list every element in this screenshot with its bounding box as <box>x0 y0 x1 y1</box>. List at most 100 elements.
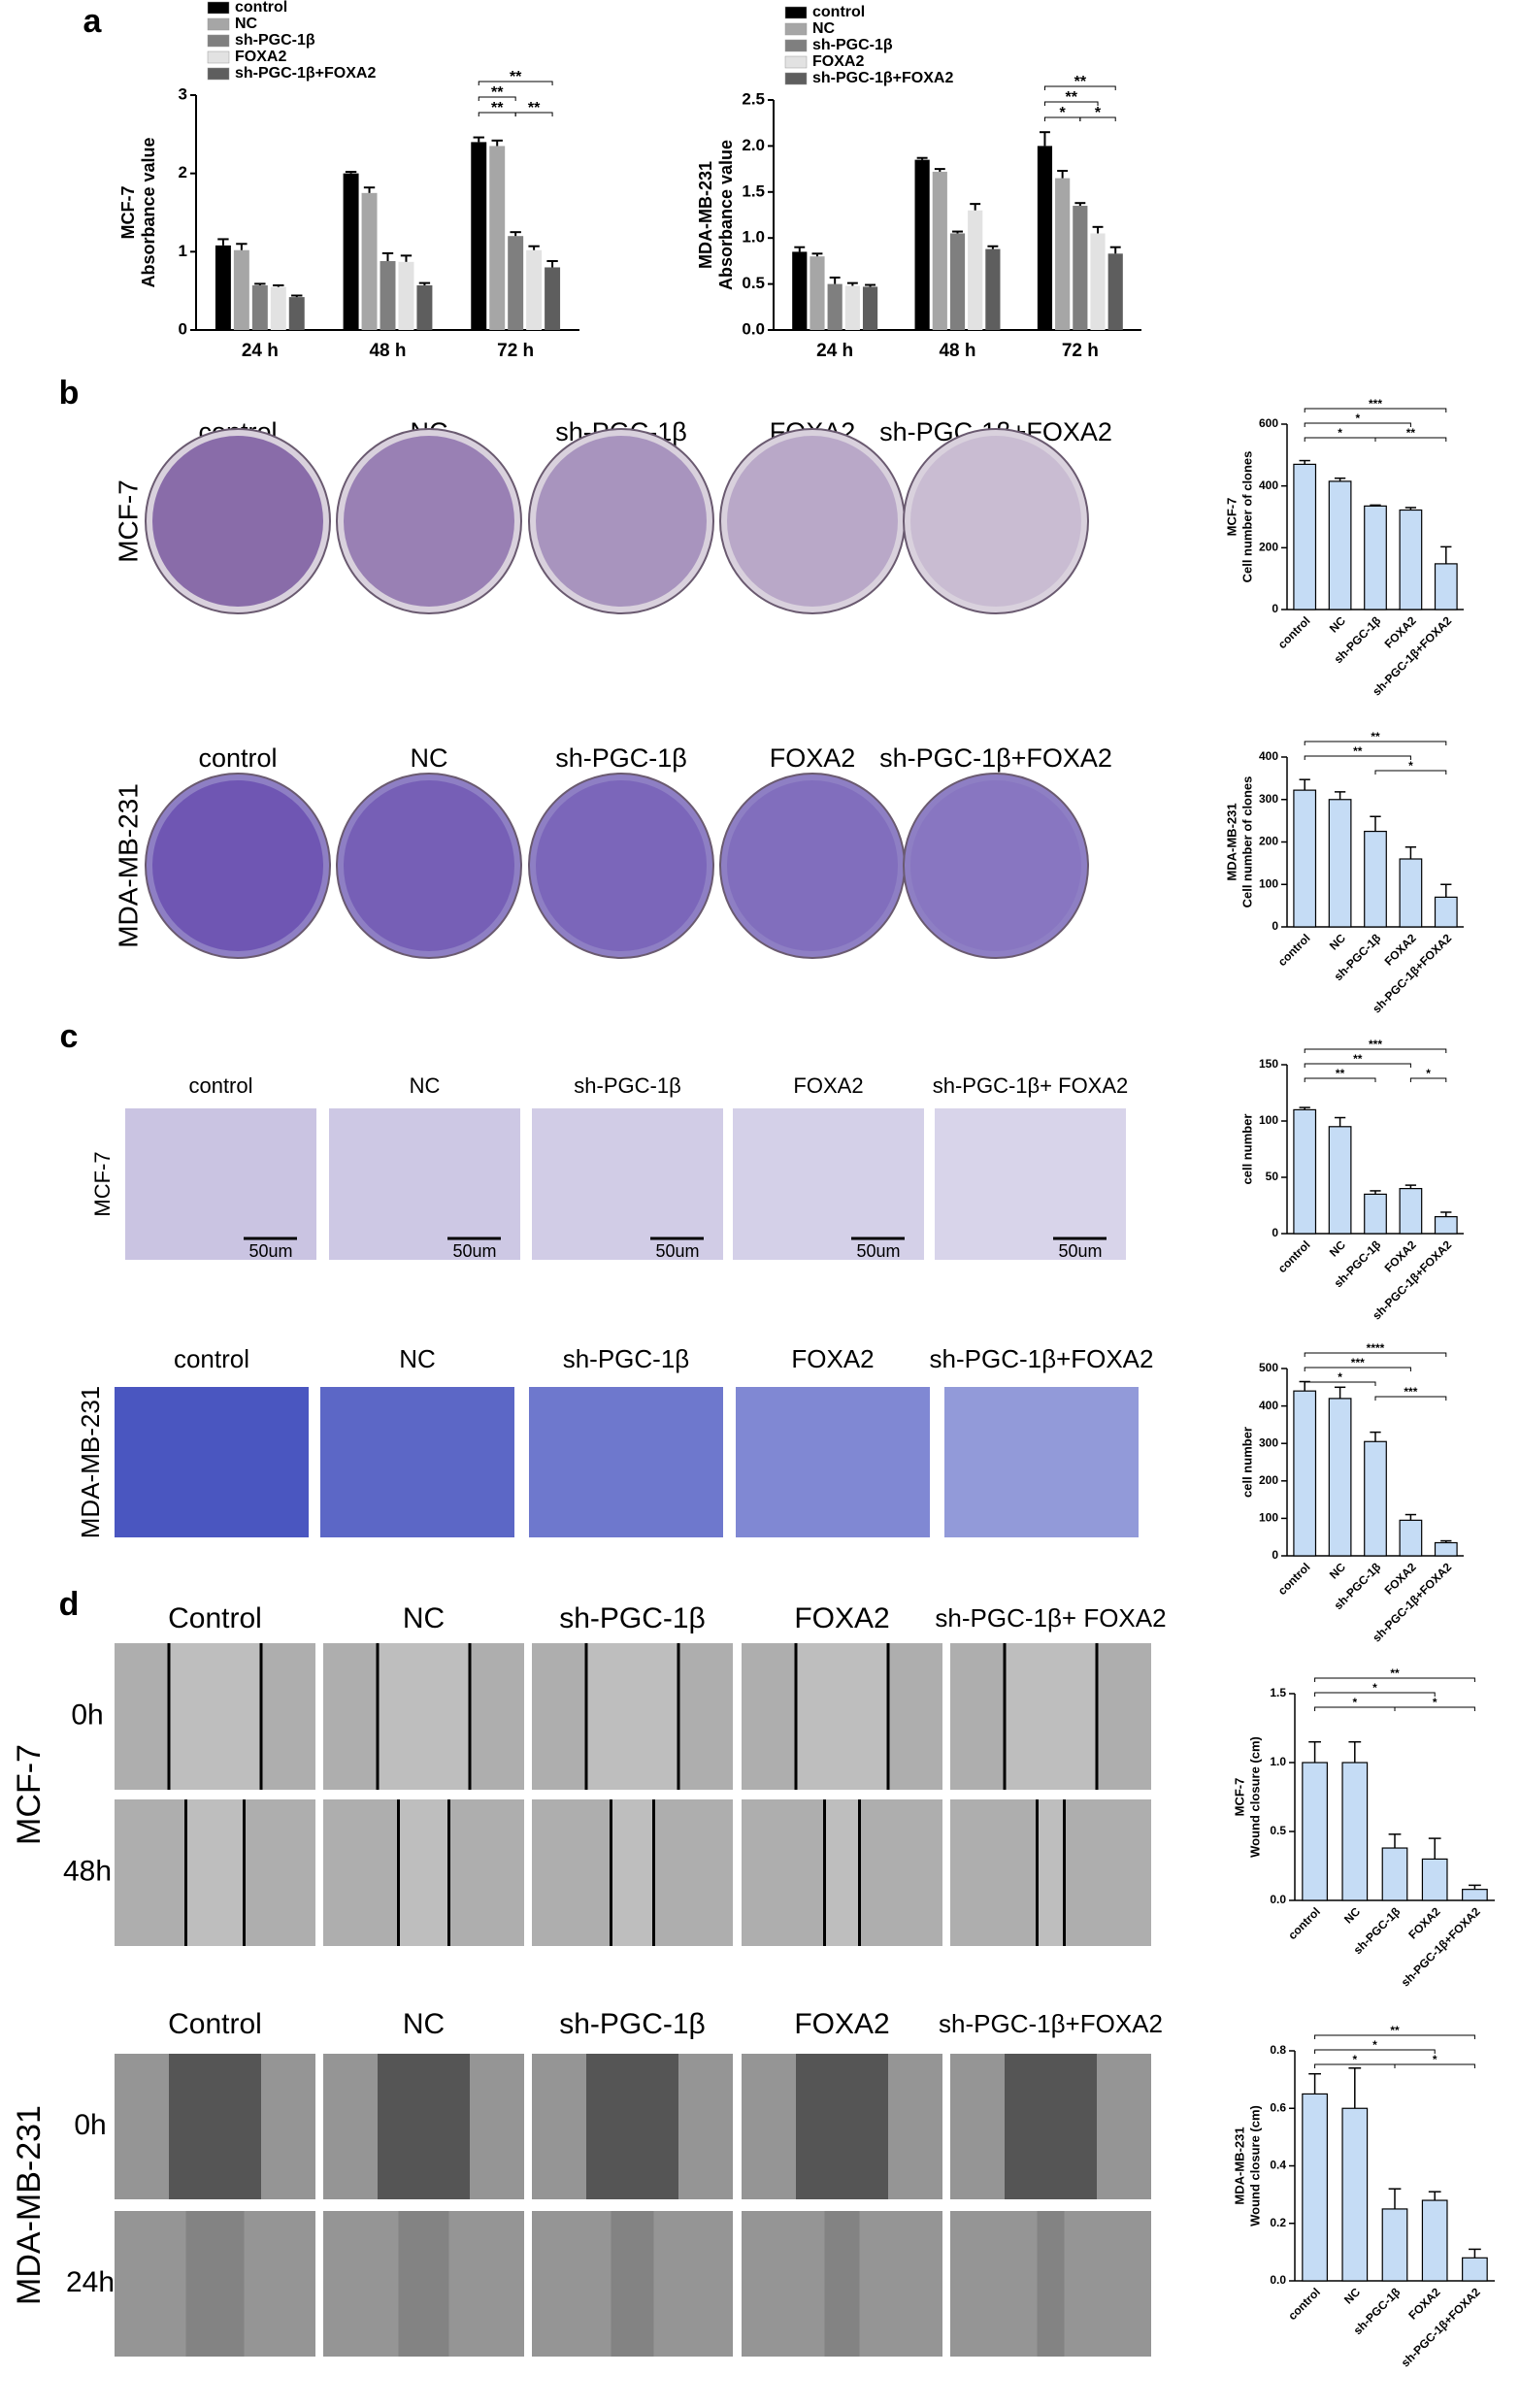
bar <box>526 249 543 330</box>
column-label: sh-PGC-1β <box>555 743 687 773</box>
plate-stain <box>727 436 898 607</box>
y-tick-label: 1.0 <box>742 228 765 247</box>
bar <box>1328 799 1352 928</box>
panel-label: d <box>59 1586 80 1623</box>
row-label: MCF-7 <box>90 1151 115 1216</box>
significance-bracket <box>1304 1063 1411 1068</box>
y-tick-label: 0 <box>1272 919 1278 933</box>
x-tick-label: control <box>1275 1560 1313 1598</box>
y-tick-label: 0 <box>179 319 187 338</box>
wound-gap <box>611 2211 654 2357</box>
column-label: NC <box>411 743 448 773</box>
y-tick-label: 1 <box>179 242 187 260</box>
bar <box>1434 563 1458 610</box>
legend-swatch <box>207 17 230 31</box>
panel-label: c <box>60 1018 79 1055</box>
panel-label: b <box>59 375 80 412</box>
plate-stain <box>727 780 898 951</box>
bar <box>1341 2107 1369 2282</box>
column-label: NC <box>410 1073 441 1098</box>
significance-label: * <box>1372 1681 1377 1695</box>
wound-gap <box>378 1643 470 1790</box>
wound-gap <box>169 1643 261 1790</box>
bar <box>1293 789 1317 928</box>
significance-label: ** <box>1353 1052 1363 1066</box>
x-tick-label: 24 h <box>816 341 853 361</box>
legend-label: NC <box>812 20 836 37</box>
significance-label: ** <box>1371 730 1380 743</box>
significance-label: * <box>1372 2038 1377 2052</box>
scale-label: 50um <box>856 1241 900 1261</box>
significance-bracket <box>1304 1352 1447 1357</box>
significance-label: ** <box>1353 744 1363 758</box>
x-tick-label: control <box>1285 1904 1323 1942</box>
legend-swatch <box>207 67 230 81</box>
wound-image <box>532 2211 733 2357</box>
transwell-image <box>935 1108 1126 1260</box>
scale-label: 50um <box>655 1241 699 1261</box>
column-label: FOXA2 <box>794 1602 889 1634</box>
significance-bracket <box>1304 422 1411 427</box>
y-axis-label: MDA-MB-231 <box>696 161 715 269</box>
y-tick-label: 0.6 <box>1270 2100 1286 2114</box>
y-tick-label: 0.5 <box>742 274 765 292</box>
significance-bracket <box>478 96 516 101</box>
bar <box>1364 830 1387 928</box>
y-tick-label: 300 <box>1259 792 1278 806</box>
wound-gap <box>1037 1799 1065 1946</box>
column-label: sh-PGC-1β+FOXA2 <box>879 743 1112 773</box>
bar <box>471 142 487 330</box>
cell-line-label: MCF-7 <box>11 1744 48 1845</box>
x-tick-label: NC <box>1327 1237 1348 1259</box>
transwell-image <box>329 1108 520 1260</box>
significance-label: ** <box>1390 1666 1400 1680</box>
column-label: sh-PGC-1β <box>574 1073 680 1098</box>
x-tick-label: control <box>1275 1237 1313 1275</box>
column-label: Control <box>168 2008 262 2040</box>
significance-label: * <box>1433 1696 1437 1709</box>
significance-label: ** <box>1074 74 1087 90</box>
transwell-image <box>115 1387 309 1537</box>
legend-swatch <box>784 22 808 36</box>
time-label: 0h <box>71 1699 103 1731</box>
bar <box>1073 206 1088 330</box>
plate-stain <box>344 780 514 951</box>
y-tick-label: 0.2 <box>1270 2216 1286 2229</box>
x-tick-label: NC <box>1341 2285 1363 2306</box>
bar <box>1399 509 1423 610</box>
bar <box>1364 505 1387 610</box>
significance-bracket <box>1079 116 1116 121</box>
column-label: control <box>188 1073 252 1098</box>
scale-label: 50um <box>1058 1241 1102 1261</box>
bar <box>1462 1889 1488 1901</box>
wound-gap <box>586 1643 678 1790</box>
y-tick-label: 0.4 <box>1270 2159 1286 2172</box>
y-tick-label: 200 <box>1259 1473 1278 1487</box>
significance-label: **** <box>1367 1341 1385 1355</box>
wound-gap <box>169 2054 261 2199</box>
plate-stain <box>152 436 323 607</box>
x-tick-label: control <box>1275 613 1313 651</box>
legend-swatch <box>207 50 230 64</box>
transwell-image <box>529 1387 723 1537</box>
column-label: sh-PGC-1β+FOXA2 <box>930 1344 1154 1373</box>
y-axis-label: MCF-7 <box>118 186 138 240</box>
column-label: FOXA2 <box>770 743 856 773</box>
wound-image <box>950 2211 1151 2357</box>
x-tick-label: sh-PGC-1β+FOXA2 <box>1399 2285 1483 2369</box>
time-label: 48h <box>63 1855 112 1887</box>
significance-label: * <box>1060 105 1067 121</box>
plate-stain <box>910 780 1081 951</box>
column-label: Control <box>168 1602 262 1634</box>
y-tick-label: 100 <box>1259 876 1278 890</box>
x-tick-label: control <box>1285 2285 1323 2323</box>
column-label: FOXA2 <box>794 2008 889 2040</box>
y-tick-label: 500 <box>1259 1361 1278 1374</box>
column-label: sh-PGC-1β+FOXA2 <box>939 2009 1163 2038</box>
bar <box>968 210 983 330</box>
column-label: NC <box>403 2008 445 2040</box>
legend-swatch <box>784 72 808 85</box>
x-tick-label: NC <box>1327 1560 1348 1581</box>
wound-image <box>742 2211 942 2357</box>
bar <box>1399 858 1423 928</box>
